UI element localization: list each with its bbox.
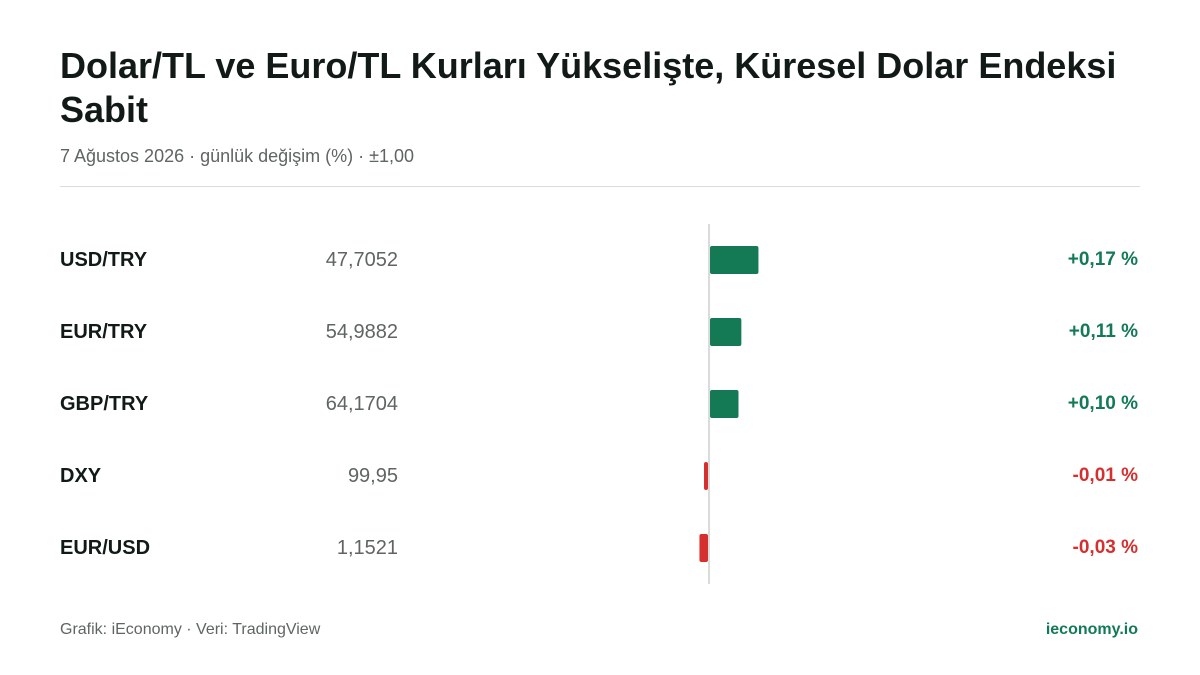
row-label: DXY [60,465,102,487]
brand-link[interactable]: ieconomy.io [1045,621,1138,638]
chart-title: Dolar/TL ve Euro/TL Kurları Yükselişte, … [60,45,1117,130]
row-price: 54,9882 [325,321,398,343]
row-change-label: -0,01 % [1072,465,1138,486]
change-bar [704,462,708,490]
change-bar [710,246,759,274]
header-divider [60,186,1140,187]
row-price: 64,1704 [325,393,398,415]
row-label: EUR/TRY [60,321,148,343]
row-label: EUR/USD [60,537,151,559]
row-price: 1,1521 [336,537,398,559]
row-change-label: +0,10 % [1067,393,1138,414]
row-change-label: +0,11 % [1068,321,1138,342]
row-price: 99,95 [347,465,398,487]
row-price: 47,7052 [325,249,398,271]
change-bar [710,390,739,418]
row-label: GBP/TRY [60,393,149,415]
change-bar [699,534,708,562]
chart-subtitle: 7 Ağustos 2026 · günlük değişim (%) · ±1… [60,146,415,166]
source-credit: Grafik: iEconomy · Veri: TradingView [60,621,321,638]
row-change-label: -0,03 % [1072,537,1138,558]
row-label: USD/TRY [60,249,148,271]
row-change-label: +0,17 % [1067,249,1138,270]
change-bar [710,318,742,346]
